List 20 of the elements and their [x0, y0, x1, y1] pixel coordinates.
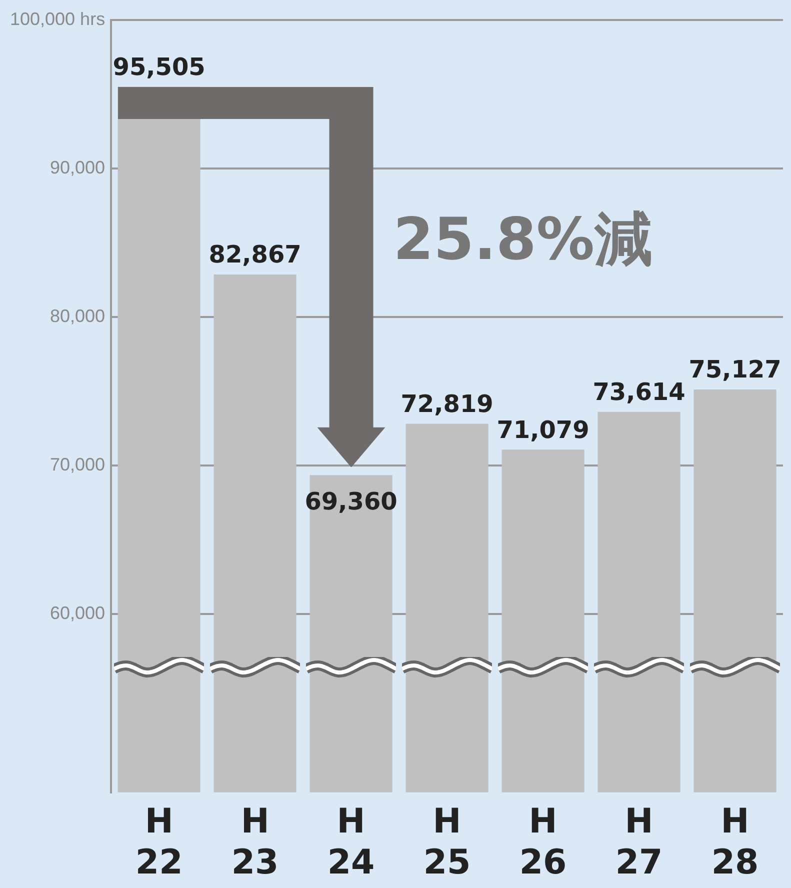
data-label: 73,614	[592, 378, 686, 406]
x-tick-label: H 22	[135, 802, 183, 882]
y-tick-label: 100,000 hrs	[10, 8, 106, 29]
x-tick-label: H 26	[519, 802, 567, 882]
annotation: 25.8%減	[393, 205, 652, 274]
x-tick-label: H 28	[711, 802, 759, 882]
data-label: 95,505	[112, 53, 206, 81]
data-label: 82,867	[208, 240, 302, 269]
y-tick-label: 70,000	[50, 454, 106, 475]
x-tick-label: H 23	[231, 802, 279, 882]
y-tick-label: 80,000	[50, 306, 106, 326]
x-tick-label: H 24	[327, 802, 375, 882]
y-tick-label: 90,000	[50, 158, 106, 178]
data-label: 72,819	[400, 390, 494, 418]
data-label: 71,079	[496, 416, 590, 444]
data-label: 69,360	[304, 487, 398, 516]
x-tick-label: H 27	[615, 802, 663, 882]
x-tick-label: H 25	[423, 802, 471, 882]
data-label: 75,127	[688, 356, 782, 384]
y-tick-label: 60,000	[50, 603, 106, 624]
